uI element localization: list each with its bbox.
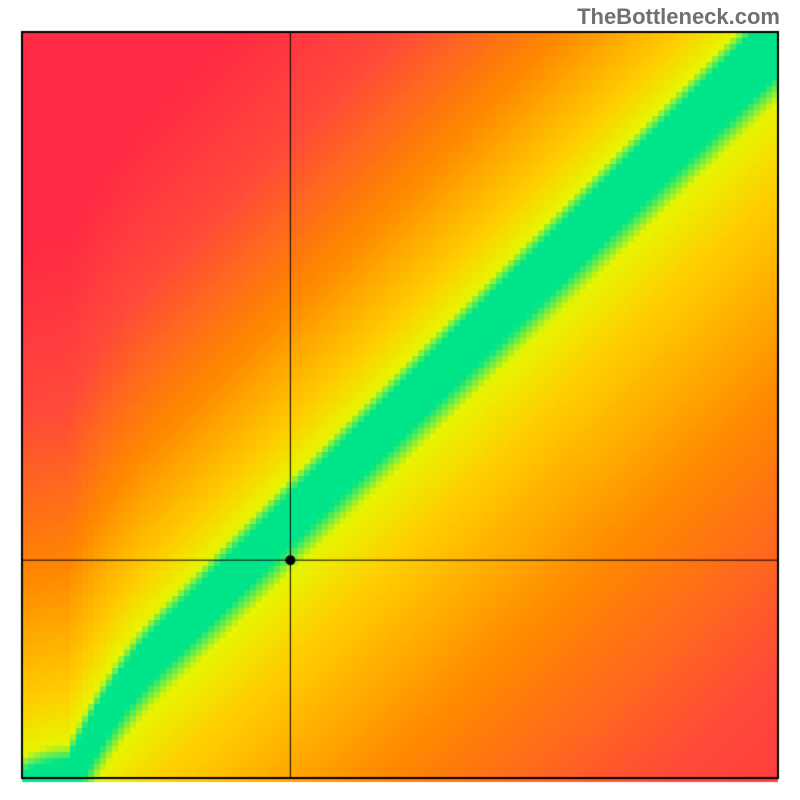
chart-container: TheBottleneck.com <box>0 0 800 800</box>
heatmap-canvas <box>0 0 800 800</box>
watermark-text: TheBottleneck.com <box>577 4 780 30</box>
